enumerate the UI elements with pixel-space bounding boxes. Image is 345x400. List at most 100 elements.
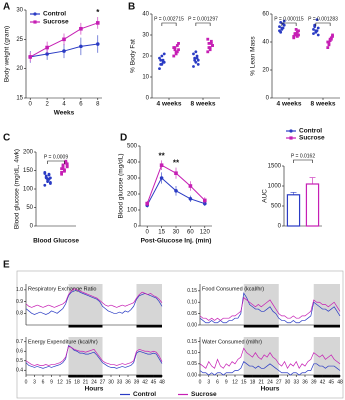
series-line (25, 344, 163, 369)
marker (196, 58, 200, 62)
marker (195, 54, 199, 58)
series-line (25, 346, 163, 366)
marker (158, 56, 161, 60)
p-value: P = 0.001297 (188, 16, 218, 22)
marker (188, 184, 193, 188)
x-tick-label: 30 (173, 230, 180, 236)
panel-letter: E (3, 260, 10, 271)
marker (312, 28, 315, 31)
marker (316, 26, 320, 30)
marker (95, 21, 100, 25)
y-tick-label: 1500 (268, 164, 282, 170)
x-axis-label: Blood Glucose (33, 238, 79, 245)
marker (193, 58, 197, 62)
x-tick-label: 21 (83, 379, 89, 385)
x-tick-label: 30 (108, 379, 114, 385)
significance-bracket (315, 22, 331, 26)
significance-bracket (293, 159, 313, 163)
marker (43, 172, 47, 175)
marker (294, 28, 298, 31)
marker (174, 171, 178, 175)
dark-bar (313, 375, 340, 378)
significance: * (96, 8, 100, 17)
x-tick-label: 0 (29, 102, 33, 108)
marker (313, 25, 317, 28)
marker (63, 168, 66, 172)
marker (33, 12, 37, 16)
x-axis-label: Post-Glucose Inj. (min) (141, 238, 212, 245)
marker (282, 19, 286, 23)
marker (60, 170, 63, 174)
x-tick-label: 4 weeks (277, 101, 302, 108)
marker (327, 42, 331, 45)
marker (177, 48, 180, 52)
y-tick-label: 0.4 (16, 368, 23, 374)
y-tick-label: 200 (23, 150, 34, 156)
x-tick-label: 21 (258, 379, 264, 385)
y-tick-label: 50 (26, 205, 33, 211)
x-tick-label: 15 (241, 379, 247, 385)
marker (159, 58, 163, 62)
x-tick-label: 42 (320, 379, 326, 385)
marker (43, 183, 47, 187)
y-tick-label: 200 (127, 192, 138, 198)
p-value: P = 0.002715 (154, 16, 184, 22)
x-tick-label: 3 (33, 379, 36, 385)
y-tick-label: 300 (127, 176, 138, 182)
marker (209, 39, 213, 43)
x-tick-label: 48 (159, 379, 165, 385)
series-line (199, 347, 341, 370)
dark-period (136, 284, 162, 325)
legend-label: Sucrose (299, 135, 325, 142)
y-tick-label: 0.15 (187, 339, 197, 345)
bar (286, 194, 301, 227)
dark-bar (136, 375, 162, 378)
marker (209, 42, 213, 45)
series-line (25, 288, 163, 308)
marker (177, 42, 180, 45)
chart-title: Energy Expenditure (kcal/hr) (28, 339, 98, 345)
y-tick-label: 0.8 (16, 311, 23, 317)
marker (172, 54, 176, 58)
marker (207, 46, 211, 49)
marker (279, 30, 283, 34)
marker (192, 52, 195, 56)
y-tick-label: 1000 (268, 184, 282, 190)
marker (316, 33, 320, 37)
legend-label: Control (133, 391, 156, 398)
x-tick-label: 18 (250, 379, 256, 385)
marker (295, 35, 299, 38)
legend-label: Sucrose (43, 19, 69, 26)
panel-letter: C (3, 133, 10, 144)
x-tick-label: 9 (225, 379, 228, 385)
marker (203, 198, 207, 203)
legend-label: Control (43, 11, 66, 18)
marker (95, 42, 100, 46)
y-axis-label: AUC (262, 189, 269, 203)
p-value: P = 0.0009 (44, 154, 68, 160)
x-tick-label: 3 (207, 379, 210, 385)
marker (206, 37, 210, 41)
y-tick-label: 60 (262, 12, 269, 18)
y-tick-label: 0.9 (16, 299, 23, 305)
y-tick-label: 0.00 (187, 372, 197, 378)
y-tick-label: 0.15 (187, 288, 197, 294)
legend-label: Sucrose (191, 391, 217, 398)
y-tick-label: 30 (142, 33, 149, 39)
x-tick-label: 8 weeks (311, 101, 336, 108)
marker (196, 63, 200, 66)
marker (62, 49, 66, 53)
marker (45, 45, 49, 50)
y-axis-label: Blood glucose (mg/dL) (118, 153, 125, 218)
y-tick-label: 0 (146, 96, 150, 102)
x-tick-label: 0 (146, 230, 150, 236)
marker (65, 162, 69, 166)
significance: ** (173, 159, 180, 168)
y-tick-label: 100 (23, 187, 34, 193)
y-tick-label: 0 (266, 96, 270, 102)
x-tick-label: 39 (311, 379, 317, 385)
x-tick-label: 18 (74, 379, 80, 385)
marker (315, 29, 319, 33)
y-tick-label: 30 (16, 8, 23, 14)
